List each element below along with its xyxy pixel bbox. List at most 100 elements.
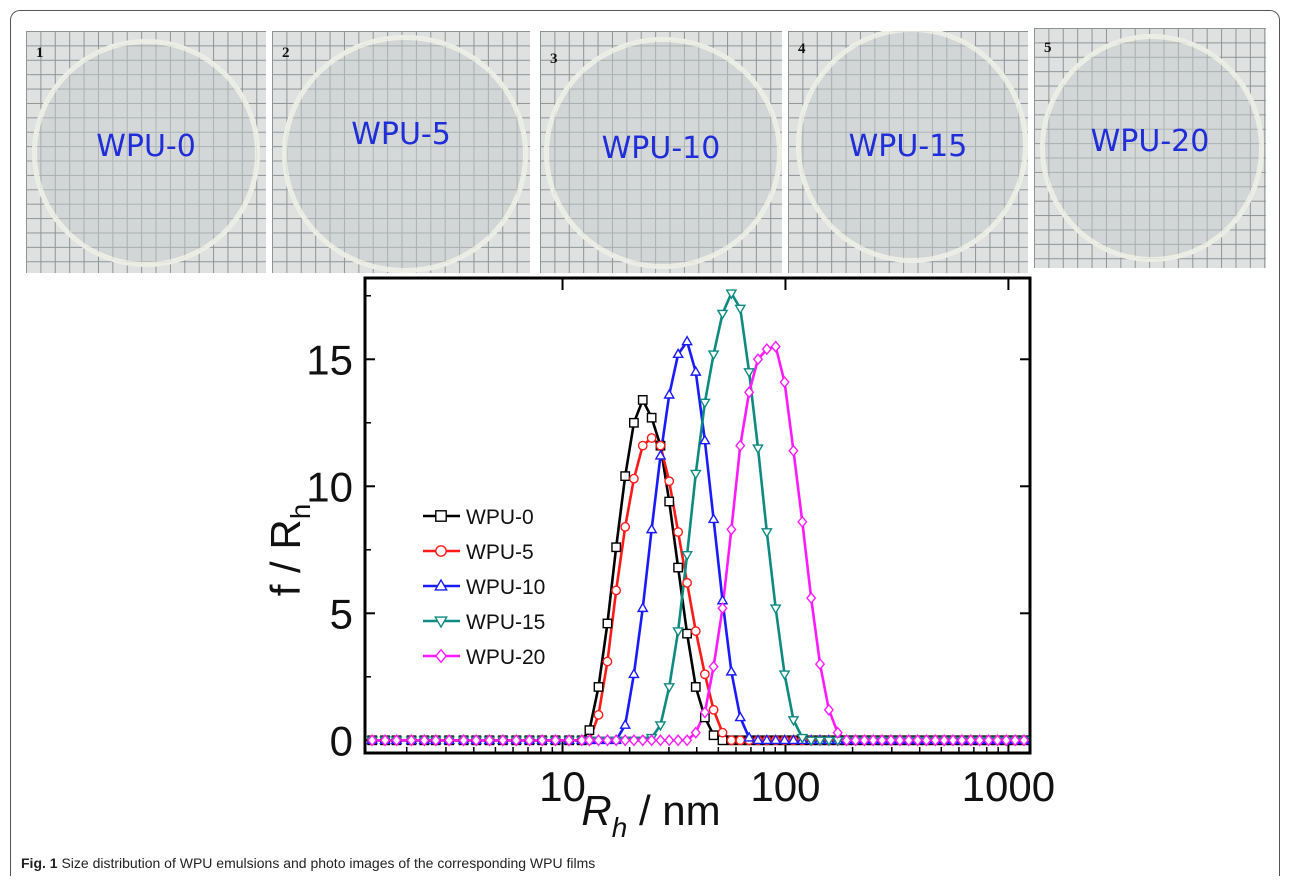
data-point — [769, 604, 782, 615]
photo-label: WPU-0 — [96, 129, 196, 164]
data-point — [629, 473, 639, 484]
data-point — [419, 734, 430, 747]
film-disc — [32, 39, 260, 267]
data-point — [770, 340, 781, 353]
data-point — [637, 395, 648, 405]
data-point — [717, 727, 728, 738]
data-point — [850, 734, 861, 747]
y-axis: 0 5 10 15 — [306, 295, 1030, 764]
data-point — [805, 736, 817, 747]
data-point — [689, 469, 702, 480]
data-point — [699, 434, 711, 445]
series-points-wpu-20 — [367, 340, 1030, 747]
figure-caption: Fig. 1 Size distribution of WPU emulsion… — [21, 855, 595, 871]
data-point — [921, 734, 932, 747]
data-point — [471, 734, 482, 747]
x-axis-label-main: R — [581, 787, 611, 834]
data-point — [391, 734, 402, 747]
film-photo-2: 2 WPU-5 — [272, 31, 530, 273]
data-point — [769, 734, 782, 745]
data-point — [646, 433, 657, 443]
data-point — [611, 585, 622, 596]
data-point — [672, 347, 684, 359]
series-markers — [366, 289, 1030, 747]
data-point — [681, 551, 693, 562]
photo-label: WPU-15 — [848, 129, 968, 164]
data-point — [734, 711, 747, 722]
legend-marker — [434, 578, 448, 591]
data-point — [708, 730, 719, 741]
data-point — [654, 721, 667, 732]
data-point — [947, 734, 959, 747]
data-point — [797, 515, 808, 528]
data-point — [832, 726, 843, 739]
data-point — [743, 368, 755, 379]
data-point — [868, 734, 879, 747]
data-point — [611, 734, 622, 747]
legend-label: WPU-0 — [466, 506, 534, 529]
data-point — [663, 388, 676, 399]
data-point — [699, 706, 710, 719]
data-point — [690, 626, 701, 636]
data-point — [690, 726, 701, 739]
data-point — [1001, 734, 1012, 747]
data-point — [725, 665, 738, 676]
data-point — [734, 304, 747, 315]
data-point — [699, 669, 710, 680]
data-point — [379, 734, 391, 747]
y-axis-label: f / Rh — [262, 504, 316, 597]
data-point — [841, 734, 852, 747]
data-point — [778, 670, 791, 681]
legend-item: WPU-5 — [423, 541, 534, 564]
data-point — [637, 440, 648, 451]
caption-text: Size distribution of WPU emulsions and p… — [57, 855, 596, 871]
data-point — [367, 734, 378, 747]
legend-label: WPU-20 — [466, 646, 545, 669]
legend-marker — [434, 648, 448, 664]
data-point — [939, 734, 950, 747]
data-point — [602, 618, 613, 629]
data-point — [664, 476, 675, 487]
data-point — [983, 734, 994, 747]
data-point — [894, 734, 905, 747]
data-point — [636, 601, 649, 613]
data-point — [726, 735, 737, 746]
data-point — [876, 734, 888, 747]
data-point — [620, 471, 631, 482]
data-point — [787, 716, 800, 727]
data-point — [646, 412, 657, 423]
x-axis-label-sub: h — [612, 812, 628, 843]
film-photo-3: 3 WPU-10 — [540, 31, 782, 273]
data-point — [930, 734, 941, 747]
data-point — [673, 562, 684, 573]
data-point — [752, 444, 764, 455]
legend-item: WPU-15 — [423, 611, 545, 634]
data-point — [761, 342, 772, 356]
film-photo-4: 4 WPU-15 — [788, 31, 1028, 273]
data-point — [682, 577, 692, 588]
data-point — [823, 736, 835, 747]
x-tick-label: 1000 — [962, 763, 1055, 810]
legend-label: WPU-15 — [466, 611, 545, 634]
film-photo-1: 1 WPU-0 — [26, 31, 266, 273]
data-point — [717, 602, 728, 615]
data-point — [974, 734, 985, 747]
data-point — [629, 417, 639, 428]
plot-frame — [363, 276, 1032, 755]
data-point — [796, 733, 809, 744]
data-point — [903, 734, 914, 747]
data-point — [726, 523, 737, 536]
data-point — [707, 513, 720, 524]
x-axis: 10 100 1000 — [405, 278, 1055, 810]
data-point — [735, 735, 746, 746]
data-point — [611, 542, 622, 553]
data-point — [690, 682, 701, 692]
data-point — [620, 734, 631, 747]
x-axis-label-unit: / nm — [627, 787, 720, 834]
data-point — [444, 734, 455, 747]
data-point — [672, 627, 684, 638]
data-point — [406, 734, 417, 747]
photo-number: 2 — [282, 45, 290, 61]
data-point — [628, 668, 640, 679]
